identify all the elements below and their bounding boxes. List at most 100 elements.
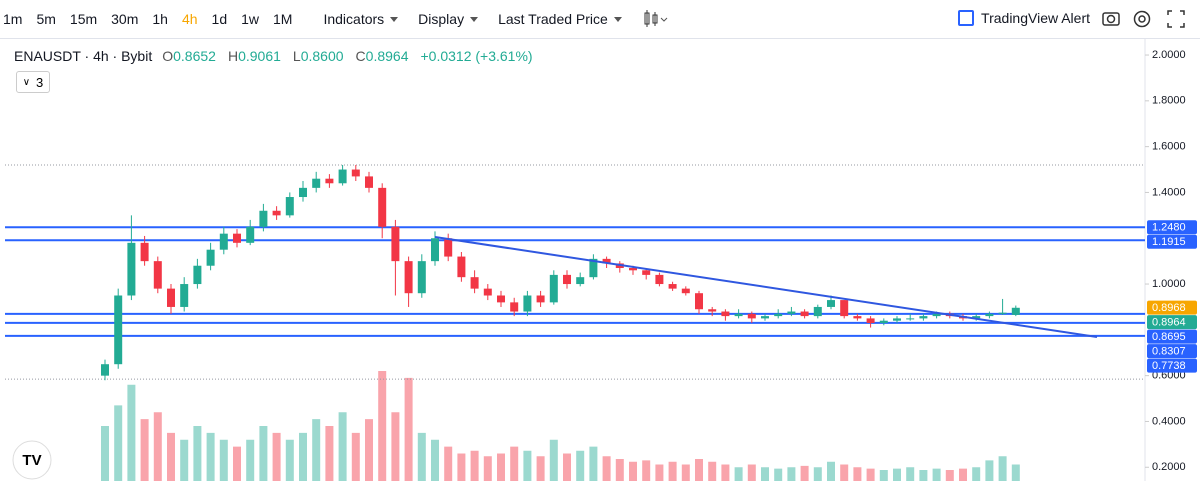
candle-body — [589, 258, 598, 278]
volume-bar — [365, 419, 373, 481]
price-label-box — [1147, 358, 1197, 373]
toolbar-icons[interactable] — [1100, 7, 1190, 31]
volume-bar — [1011, 464, 1020, 481]
candle-body — [140, 242, 149, 262]
candle-body — [193, 265, 202, 285]
volume-bar — [972, 467, 981, 481]
volume-bar — [642, 460, 651, 481]
candle-body — [114, 295, 123, 365]
volume-bar — [233, 446, 241, 481]
volume-bar — [708, 461, 717, 481]
ohlc-key: L — [292, 48, 301, 64]
candle-body — [536, 295, 545, 303]
candle-body — [378, 187, 387, 227]
candle-body — [470, 277, 479, 289]
candle-body — [1011, 307, 1020, 315]
timeframe[interactable]: 1w — [241, 11, 260, 27]
volume-bar — [391, 412, 400, 481]
candle-body — [576, 277, 585, 285]
price-label-box — [1147, 300, 1197, 315]
candle-body — [523, 295, 532, 312]
candle-body — [998, 312, 1007, 314]
volume-bar — [497, 453, 505, 481]
y-tick-label: 1.8000 — [1152, 95, 1186, 107]
volume-bar — [734, 467, 743, 481]
price-label: 0.8695 — [1152, 331, 1186, 343]
candle-body — [813, 306, 822, 317]
volume-bar — [866, 468, 875, 481]
timeframe[interactable]: 4h — [181, 11, 198, 27]
price-label: 0.8307 — [1152, 346, 1186, 358]
volume-bar — [681, 464, 690, 481]
timeframe[interactable]: 1m — [3, 11, 23, 27]
candle-body — [629, 268, 637, 271]
candle-body — [853, 316, 862, 319]
candle-body — [457, 256, 466, 278]
price-label: 1.2480 — [1152, 222, 1186, 234]
volume-bar — [787, 467, 796, 481]
ohlc-key: H — [227, 48, 239, 64]
chart-type-icon[interactable] — [640, 9, 670, 29]
volume-bar — [761, 467, 769, 481]
volume-bar — [655, 464, 664, 481]
timeframe[interactable]: 15m — [69, 11, 98, 27]
volume-bar — [219, 439, 228, 481]
price-label: 0.7738 — [1152, 360, 1186, 372]
symbol: ENAUSDT · 4h · Bybit — [14, 48, 153, 64]
candle-body — [681, 288, 690, 294]
indicator-count: 3 — [36, 74, 44, 90]
volume-bar — [932, 468, 941, 481]
volume-bar — [259, 426, 268, 481]
candle-body — [734, 313, 743, 317]
timeframe[interactable]: 1M — [273, 11, 293, 27]
candle-body — [417, 261, 426, 294]
volume-bar — [127, 384, 136, 481]
candle-body — [365, 176, 373, 188]
candle-body — [642, 270, 651, 275]
volume-bar — [153, 412, 162, 481]
candle-body — [180, 284, 189, 307]
volume-bar — [206, 432, 215, 481]
menu[interactable]: Last Traded Price — [498, 11, 622, 27]
change: +0.0312 (+3.61%) — [420, 48, 533, 64]
timeframe[interactable]: 1h — [152, 11, 168, 27]
volume-bar — [193, 426, 202, 481]
volume-bar — [101, 426, 109, 481]
ohlc-key: O — [162, 48, 174, 64]
candle-body — [761, 316, 769, 319]
volume-bar — [549, 439, 558, 481]
alert-label: TradingView Alert — [981, 10, 1090, 26]
volume-bar — [285, 439, 294, 481]
price-label: 0.8964 — [1152, 317, 1186, 329]
chart: 2.00001.80001.60001.40001.00000.60000.40… — [5, 39, 1197, 481]
menu[interactable]: Indicators — [323, 11, 398, 27]
volume-bar — [998, 456, 1007, 481]
candle-body — [391, 226, 400, 262]
candle-body — [563, 274, 571, 285]
price-label-box — [1147, 220, 1197, 235]
candle-body — [127, 242, 136, 296]
alert-button[interactable]: TradingView Alert — [958, 10, 1090, 26]
ohlc-key: C — [355, 48, 366, 64]
y-tick-label: 0.4000 — [1152, 415, 1186, 427]
volume-bar — [457, 453, 466, 481]
candle-body — [747, 313, 756, 319]
volume-bar — [800, 465, 809, 481]
volume-bar — [615, 459, 624, 481]
volume-bar — [523, 450, 532, 481]
timeframe[interactable]: 1d — [211, 11, 228, 27]
y-tick-label: 2.0000 — [1152, 49, 1186, 61]
candle-body — [233, 233, 241, 243]
volume-bar — [589, 446, 598, 481]
menu[interactable]: Display — [418, 11, 478, 27]
candle-body — [840, 300, 849, 317]
timeframe[interactable]: 5m — [36, 11, 56, 27]
price-label-box — [1147, 315, 1197, 330]
timeframe[interactable]: 30m — [111, 11, 139, 27]
candle-body — [351, 169, 360, 177]
candle-body — [827, 300, 835, 307]
indicator-toggle[interactable]: ∨ 3 — [16, 71, 50, 93]
ohlc-item: H0.9061 — [228, 48, 287, 64]
volume-bar — [747, 464, 756, 481]
